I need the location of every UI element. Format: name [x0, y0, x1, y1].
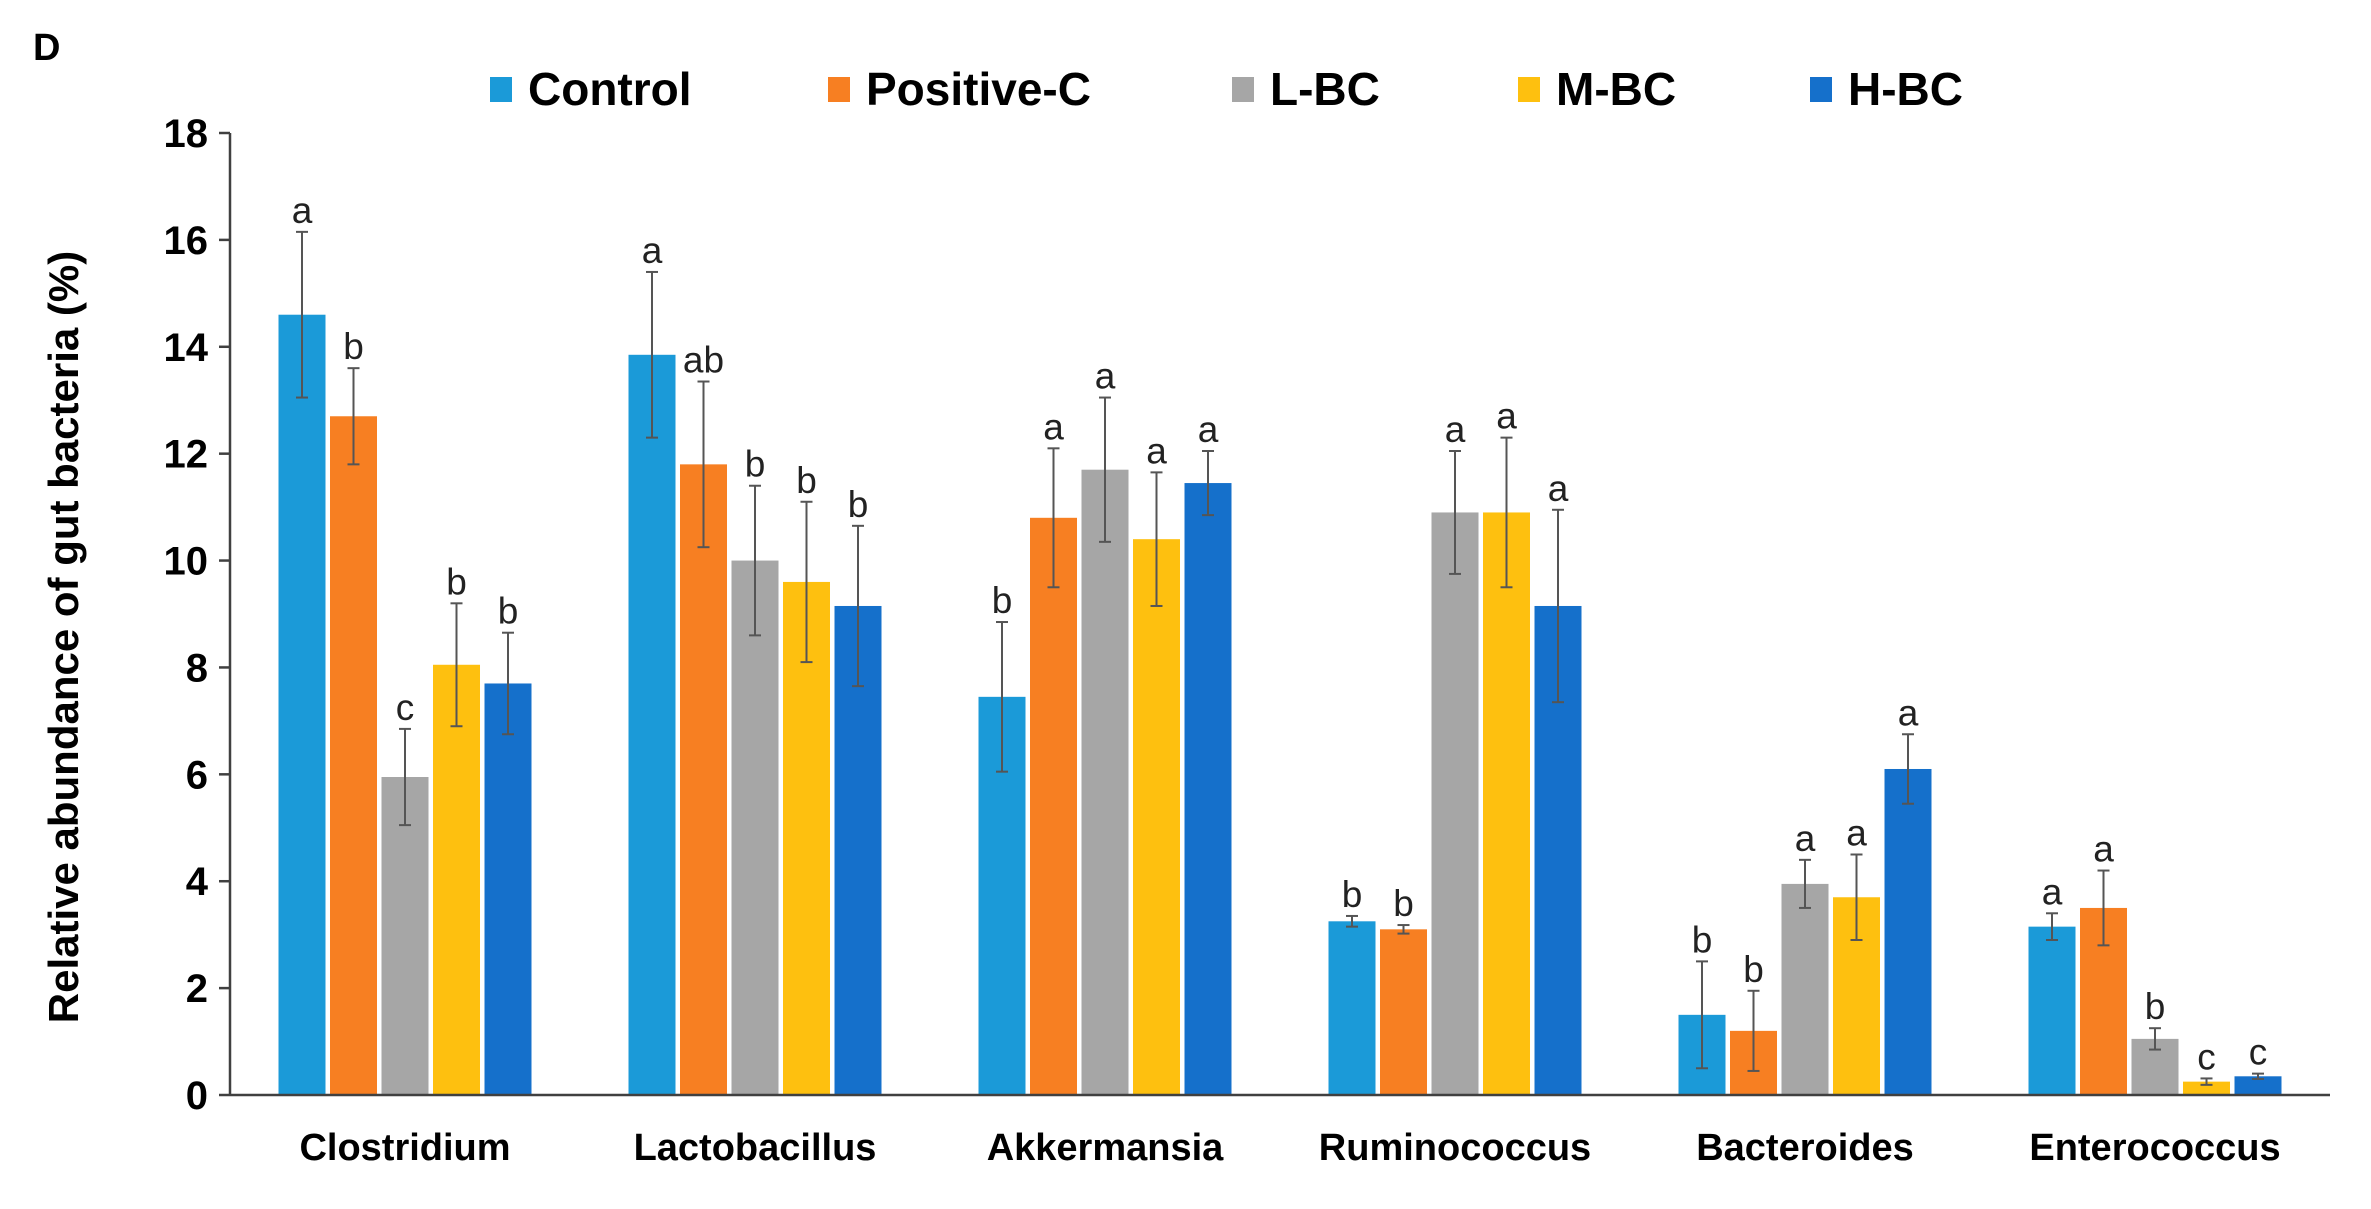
bar: [834, 605, 882, 1095]
y-tick-label: 16: [164, 219, 209, 263]
bar: [680, 464, 727, 1095]
y-axis-label: Relative abundance of gut bacteria (%): [40, 251, 87, 1024]
legend: Control Positive-C L-BC M-BC H-BC: [490, 63, 1963, 115]
significance-letter: a: [1445, 409, 1466, 450]
x-axis: Clostridium Lactobacillus Akkermansia Rumin…: [230, 1093, 2330, 1169]
significance-letter: a: [1846, 813, 1867, 854]
significance-letter: a: [1146, 430, 1167, 471]
significance-letter: b: [848, 484, 869, 525]
bar: [1030, 517, 1077, 1095]
significance-letter: b: [498, 591, 519, 632]
y-tick-label: 12: [164, 433, 209, 477]
significance-letter: b: [446, 561, 467, 602]
significance-letter: b: [2145, 986, 2166, 1027]
bar: [783, 581, 830, 1095]
x-tick-label: Bacteroides: [1696, 1127, 1914, 1169]
significance-letter: c: [396, 687, 415, 728]
legend-label: Control: [528, 63, 692, 115]
bar: [731, 560, 779, 1095]
significance-letter: b: [745, 444, 766, 485]
significance-letter: b: [992, 580, 1013, 621]
bar: [381, 777, 429, 1095]
x-tick-label: Enterococcus: [2029, 1127, 2280, 1169]
x-tick-label: Ruminococcus: [1319, 1127, 1591, 1169]
bar: [1483, 512, 1530, 1095]
significance-letter: a: [2093, 829, 2114, 870]
significance-letter: b: [343, 326, 364, 367]
bar: [1328, 921, 1376, 1095]
error-bars: [296, 230, 2264, 1086]
significance-letter: a: [1095, 356, 1116, 397]
bar: [628, 354, 676, 1095]
y-tick-label: 14: [164, 326, 209, 370]
significance-letter: a: [1496, 396, 1517, 437]
legend-swatch: [490, 77, 512, 102]
legend-label: Positive-C: [866, 63, 1091, 115]
x-tick-label: Akkermansia: [987, 1127, 1224, 1169]
bar: [1380, 929, 1427, 1095]
significance-letter: c: [2197, 1036, 2216, 1077]
significance-letter: b: [1743, 949, 1764, 990]
bar: [433, 664, 480, 1095]
y-tick-label: 18: [164, 112, 209, 156]
bar: [484, 683, 532, 1095]
legend-swatch: [828, 77, 850, 102]
bar: [1431, 512, 1479, 1095]
y-tick-label: 10: [164, 540, 209, 584]
significance-letter: a: [1198, 409, 1219, 450]
significance-letter: b: [1692, 919, 1713, 960]
legend-swatch: [1518, 77, 1540, 102]
legend-label: M-BC: [1556, 63, 1676, 115]
bar: [2183, 1081, 2230, 1095]
y-tick-label: 4: [186, 860, 209, 904]
legend-label: L-BC: [1270, 63, 1380, 115]
legend-swatch: [1810, 77, 1832, 102]
legend-swatch: [1232, 77, 1254, 102]
y-tick-label: 0: [186, 1074, 208, 1118]
bar: [330, 416, 377, 1095]
significance-letter: c: [2249, 1032, 2268, 1073]
significance-letter: a: [1548, 468, 1569, 509]
significance-letter: a: [1043, 406, 1064, 447]
panel-label: D: [33, 27, 60, 69]
significance-letter: a: [2042, 871, 2063, 912]
significance-letter: b: [796, 460, 817, 501]
y-tick-label: 6: [186, 753, 208, 797]
bar: [1184, 483, 1232, 1095]
bars: [278, 314, 2282, 1095]
significance-letter: ab: [683, 340, 724, 381]
significance-letter: a: [1898, 692, 1919, 733]
significance-letter: a: [292, 190, 313, 231]
bar: [1884, 768, 1932, 1095]
x-tick-label: Lactobacillus: [634, 1127, 877, 1169]
significance-letter: b: [1393, 883, 1414, 924]
significance-letter: a: [642, 230, 663, 271]
bar: [1081, 469, 1129, 1095]
significance-letter: a: [1795, 818, 1816, 859]
x-tick-label: Clostridium: [299, 1127, 510, 1169]
bar: [278, 314, 326, 1095]
y-tick-label: 8: [186, 646, 208, 690]
legend-label: H-BC: [1848, 63, 1963, 115]
bar: [1781, 883, 1829, 1095]
bar: [2028, 926, 2076, 1095]
y-axis: 0 2 4 6 8 10 12 14 16 18: [164, 112, 232, 1118]
bar: [2234, 1076, 2282, 1095]
significance-letter: b: [1342, 874, 1363, 915]
y-tick-label: 2: [186, 967, 208, 1011]
bar: [1133, 539, 1180, 1095]
